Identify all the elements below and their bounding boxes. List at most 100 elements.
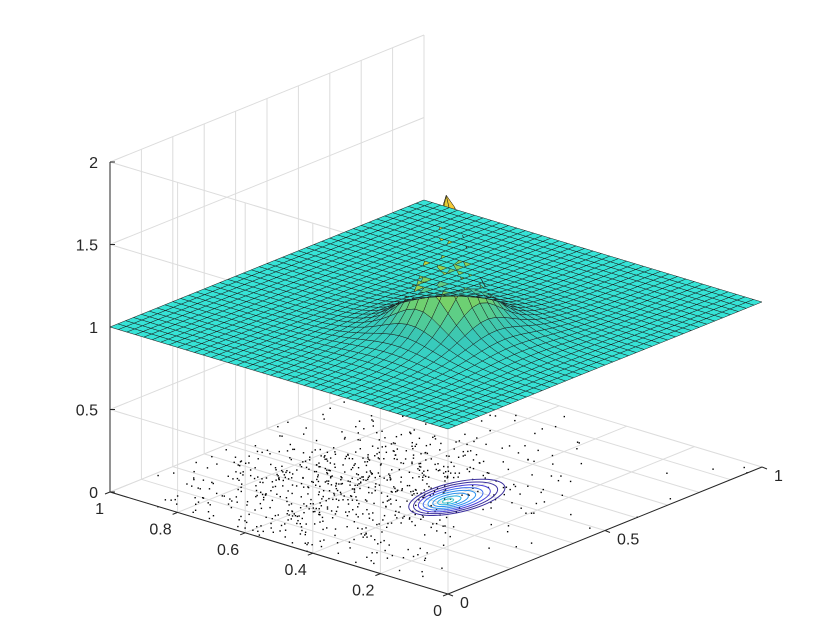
scatter-point (327, 482, 329, 485)
scatter-point (434, 438, 437, 440)
scatter-point (420, 518, 422, 521)
scatter-point (262, 496, 265, 499)
scatter-point (269, 453, 271, 455)
scatter-point (271, 499, 274, 502)
grid-line-floor-y (312, 425, 627, 554)
scatter-point (275, 469, 277, 471)
scatter-point (341, 431, 343, 433)
scatter-point (434, 463, 436, 466)
scatter-point (418, 476, 420, 478)
scatter-point (743, 466, 745, 469)
scatter-point (313, 470, 316, 473)
scatter-point (326, 506, 329, 508)
scatter-point (422, 575, 424, 578)
scatter-point (422, 496, 425, 499)
scatter-point (472, 467, 475, 470)
scatter-point (346, 515, 349, 517)
scatter-point (312, 507, 315, 509)
scatter-point (447, 466, 449, 468)
scatter-point (255, 485, 257, 487)
scatter-point (347, 499, 349, 501)
scatter-point (557, 479, 560, 482)
scatter-point (291, 510, 294, 513)
scatter-point (444, 480, 446, 482)
scatter-point (430, 458, 433, 460)
scatter-point (455, 511, 458, 513)
scatter-point (378, 451, 381, 454)
scatter-point (320, 455, 322, 457)
scatter-point (445, 471, 447, 473)
scatter-point (240, 490, 242, 493)
scatter-point (527, 458, 529, 461)
y-tick-mark (307, 552, 313, 556)
scatter-point (349, 484, 351, 486)
scatter-point (345, 455, 348, 458)
scatter-point (408, 484, 411, 487)
scatter-point (333, 492, 335, 495)
scatter-point (413, 493, 415, 495)
grid-line-floor-x (298, 415, 637, 519)
scatter-point (265, 493, 267, 495)
scatter-point (359, 477, 361, 480)
scatter-point (412, 454, 415, 456)
z-tick-label: 1 (89, 320, 98, 337)
scatter-point (445, 516, 448, 519)
scatter-point (387, 522, 389, 525)
scatter-point (359, 448, 362, 450)
scatter-point (414, 445, 416, 448)
z-tick-label: 0.5 (76, 403, 98, 420)
scatter-point (442, 525, 444, 527)
scatter-point (322, 489, 325, 492)
scatter-point (457, 476, 459, 478)
scatter-point (385, 506, 387, 508)
scatter-point (502, 461, 504, 463)
scatter-point (359, 439, 361, 441)
scatter-point (389, 479, 392, 481)
scatter-point (254, 509, 256, 511)
scatter-point (296, 515, 299, 518)
scatter-point (489, 414, 491, 417)
scatter-point (326, 480, 328, 482)
y-tick-mark (442, 593, 449, 597)
scatter-point (322, 495, 324, 498)
scatter-point (503, 493, 505, 496)
scatter-point (299, 464, 301, 466)
scatter-point (505, 486, 508, 488)
scatter-point (324, 467, 327, 470)
scatter-point (302, 461, 304, 463)
scatter-point (454, 472, 456, 474)
scatter-point (493, 494, 495, 496)
scatter-point (482, 508, 484, 511)
scatter-point (357, 432, 359, 434)
scatter-point (435, 522, 438, 525)
scatter-point (390, 443, 393, 445)
scatter-point (288, 504, 290, 506)
scatter-point (383, 457, 385, 460)
scatter-point (390, 522, 393, 524)
scatter-point (357, 467, 360, 469)
scatter-point (424, 534, 426, 536)
scatter-point (317, 480, 320, 483)
scatter-point (462, 455, 464, 457)
scatter-point (290, 518, 292, 520)
scatter-point (357, 516, 359, 518)
scatter-point (469, 466, 471, 469)
scatter-point (236, 501, 238, 503)
scatter-point (519, 493, 521, 495)
scatter-point (277, 514, 279, 516)
scatter-point (207, 511, 210, 513)
scatter-point (321, 498, 323, 500)
scatter-point (389, 498, 392, 500)
scatter-point (242, 471, 244, 473)
scatter-point (554, 425, 557, 428)
scatter-point (414, 513, 416, 516)
scatter-point (272, 486, 274, 488)
scatter-point (231, 500, 233, 502)
scatter-point (362, 476, 364, 478)
scatter-point (312, 481, 314, 483)
scatter-point (287, 421, 289, 424)
scatter-point (289, 457, 291, 459)
scatter-point (313, 523, 316, 525)
scatter-point (286, 450, 289, 452)
